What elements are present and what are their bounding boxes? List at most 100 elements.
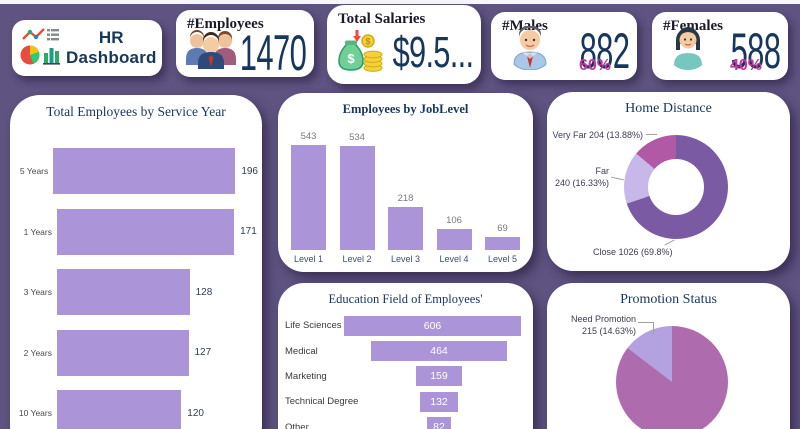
education-funnel: Life Sciences 606 Medical 464 Marketing	[285, 313, 521, 429]
category-label: Level 1	[293, 254, 324, 264]
value-label: 196	[241, 165, 258, 177]
kpi-females-value: 588	[730, 23, 780, 79]
column-group: 218 Level 3	[387, 131, 424, 264]
kpi-salaries-card: Total Salaries $ $ $9.5...	[327, 5, 481, 84]
column-group: 534 Level 2	[339, 131, 376, 264]
value-label: 171	[240, 226, 257, 238]
funnel-row: Marketing 159	[285, 364, 521, 389]
bar[interactable]	[388, 207, 423, 250]
funnel-row: Medical 464	[285, 338, 521, 363]
bar[interactable]	[291, 145, 326, 250]
category-label: 1 Years	[23, 226, 52, 237]
value-label: 218	[397, 193, 414, 205]
bar-track: 464	[357, 341, 521, 362]
logo-card: HR Dashboard	[12, 20, 162, 76]
bar-track: 606	[344, 315, 521, 336]
bar-row: 2 Years 127	[16, 323, 258, 384]
svg-text:$: $	[347, 51, 355, 66]
bar-row: 5 Years 196	[16, 141, 258, 202]
value-label: 120	[187, 407, 204, 419]
logo-line1: HR	[98, 27, 124, 47]
bar[interactable]	[57, 208, 235, 255]
kpi-females-card: #Females 588 40%	[652, 12, 788, 80]
pie-label-line1: Need Promotion	[570, 314, 636, 324]
job-level-chart-panel: Employees by JobLevel 543 Level 1 534 Le…	[278, 93, 533, 272]
leader-line	[653, 322, 654, 335]
kpi-salaries-label: Total Salaries	[338, 11, 426, 27]
bar-row: 1 Years 171	[16, 202, 258, 263]
donut-label-very-far: Very Far 204 (13.88%)	[552, 130, 643, 140]
category-label: 2 Years	[23, 347, 52, 358]
category-label: Level 4	[439, 254, 469, 264]
svg-text:$: $	[365, 37, 370, 47]
category-label: 3 Years	[23, 287, 52, 298]
bar[interactable]: 82	[427, 417, 451, 429]
value-label: 606	[423, 319, 442, 332]
bar[interactable]	[436, 229, 472, 250]
bar[interactable]: 159	[415, 366, 463, 387]
kpi-males-percent: 60%	[578, 57, 611, 74]
donut-label-far: Far 240 (16.33%)	[555, 166, 609, 189]
bar[interactable]	[485, 236, 520, 250]
promotion-status-pie[interactable]	[616, 326, 728, 429]
category-label: Technical Degree	[285, 396, 359, 408]
funnel-row: Life Sciences 606	[285, 313, 521, 338]
education-field-chart-panel: Education Field of Employees' Life Scien…	[278, 283, 533, 429]
promotion-status-chart-panel: Promotion Status Need Promotion 215 (14.…	[547, 283, 790, 429]
value-label: 132	[430, 395, 448, 408]
bar[interactable]	[53, 148, 236, 195]
column-group: 543 Level 1	[290, 131, 327, 264]
value-label: 159	[430, 370, 448, 383]
category-label: Level 5	[487, 254, 518, 264]
bar[interactable]: 464	[371, 341, 507, 362]
column-group: 69 Level 5	[484, 131, 521, 264]
leader-line	[611, 176, 624, 181]
leader-line	[638, 322, 653, 323]
bar[interactable]: 132	[419, 391, 459, 412]
kpi-employees-card: #Employees 1470	[176, 10, 314, 81]
kpi-employees-value: 1470	[239, 25, 307, 81]
kpi-females-label: #Females	[663, 18, 723, 34]
category-label: 5 Years	[19, 166, 49, 177]
bar[interactable]	[57, 390, 182, 429]
home-distance-chart-panel: Home Distance Very Far 204 (13.88%) Far …	[547, 92, 790, 271]
value-label: 543	[300, 131, 317, 142]
female-person-icon	[668, 24, 708, 75]
top-divider	[0, 0, 800, 4]
bar-track: 159	[357, 366, 521, 387]
service-year-bars: 5 Years 196 1 Years 171 3 Years 128 2 Ye…	[16, 141, 258, 429]
leader-line	[646, 134, 657, 135]
chart-title: Total Employees by Service Year	[46, 104, 226, 119]
bar-track: 132	[357, 391, 521, 412]
chart-title: Home Distance	[625, 101, 712, 116]
value-label: 534	[349, 131, 365, 143]
job-level-columns: 543 Level 1 534 Level 2 218 Level 3 106 …	[290, 131, 521, 264]
value-label: 128	[195, 286, 213, 298]
category-label: Level 2	[342, 254, 372, 264]
people-group-icon	[184, 29, 238, 74]
bar[interactable]: 606	[344, 315, 521, 336]
bar-row: 10 Years 120	[16, 383, 258, 429]
value-label: 464	[430, 345, 448, 358]
chart-title: Employees by JobLevel	[342, 102, 469, 116]
chart-title: Promotion Status	[620, 292, 717, 307]
kpi-males-card: #Males 882 60%	[491, 12, 637, 80]
logo-line2: Dashboard	[66, 48, 157, 67]
bar[interactable]	[57, 329, 189, 376]
category-label: Medical	[285, 345, 318, 357]
kpi-males-value: 882	[579, 23, 629, 79]
kpi-males-label: #Males	[502, 18, 548, 34]
pie-label-need-promotion: Need Promotion 215 (14.63%)	[571, 314, 636, 337]
funnel-row: Technical Degree 132	[285, 389, 521, 414]
value-label: 106	[446, 215, 462, 227]
chart-title: Education Field of Employees'	[328, 292, 483, 306]
category-label: Life Sciences	[285, 320, 342, 332]
bar[interactable]	[57, 269, 190, 316]
pie-label-line2: 215 (14.63%)	[581, 325, 636, 336]
leader-line	[664, 239, 675, 246]
home-distance-donut[interactable]	[624, 135, 728, 239]
male-person-icon	[509, 25, 551, 75]
logo-title: HR Dashboard	[66, 28, 157, 68]
bar[interactable]	[339, 145, 375, 250]
